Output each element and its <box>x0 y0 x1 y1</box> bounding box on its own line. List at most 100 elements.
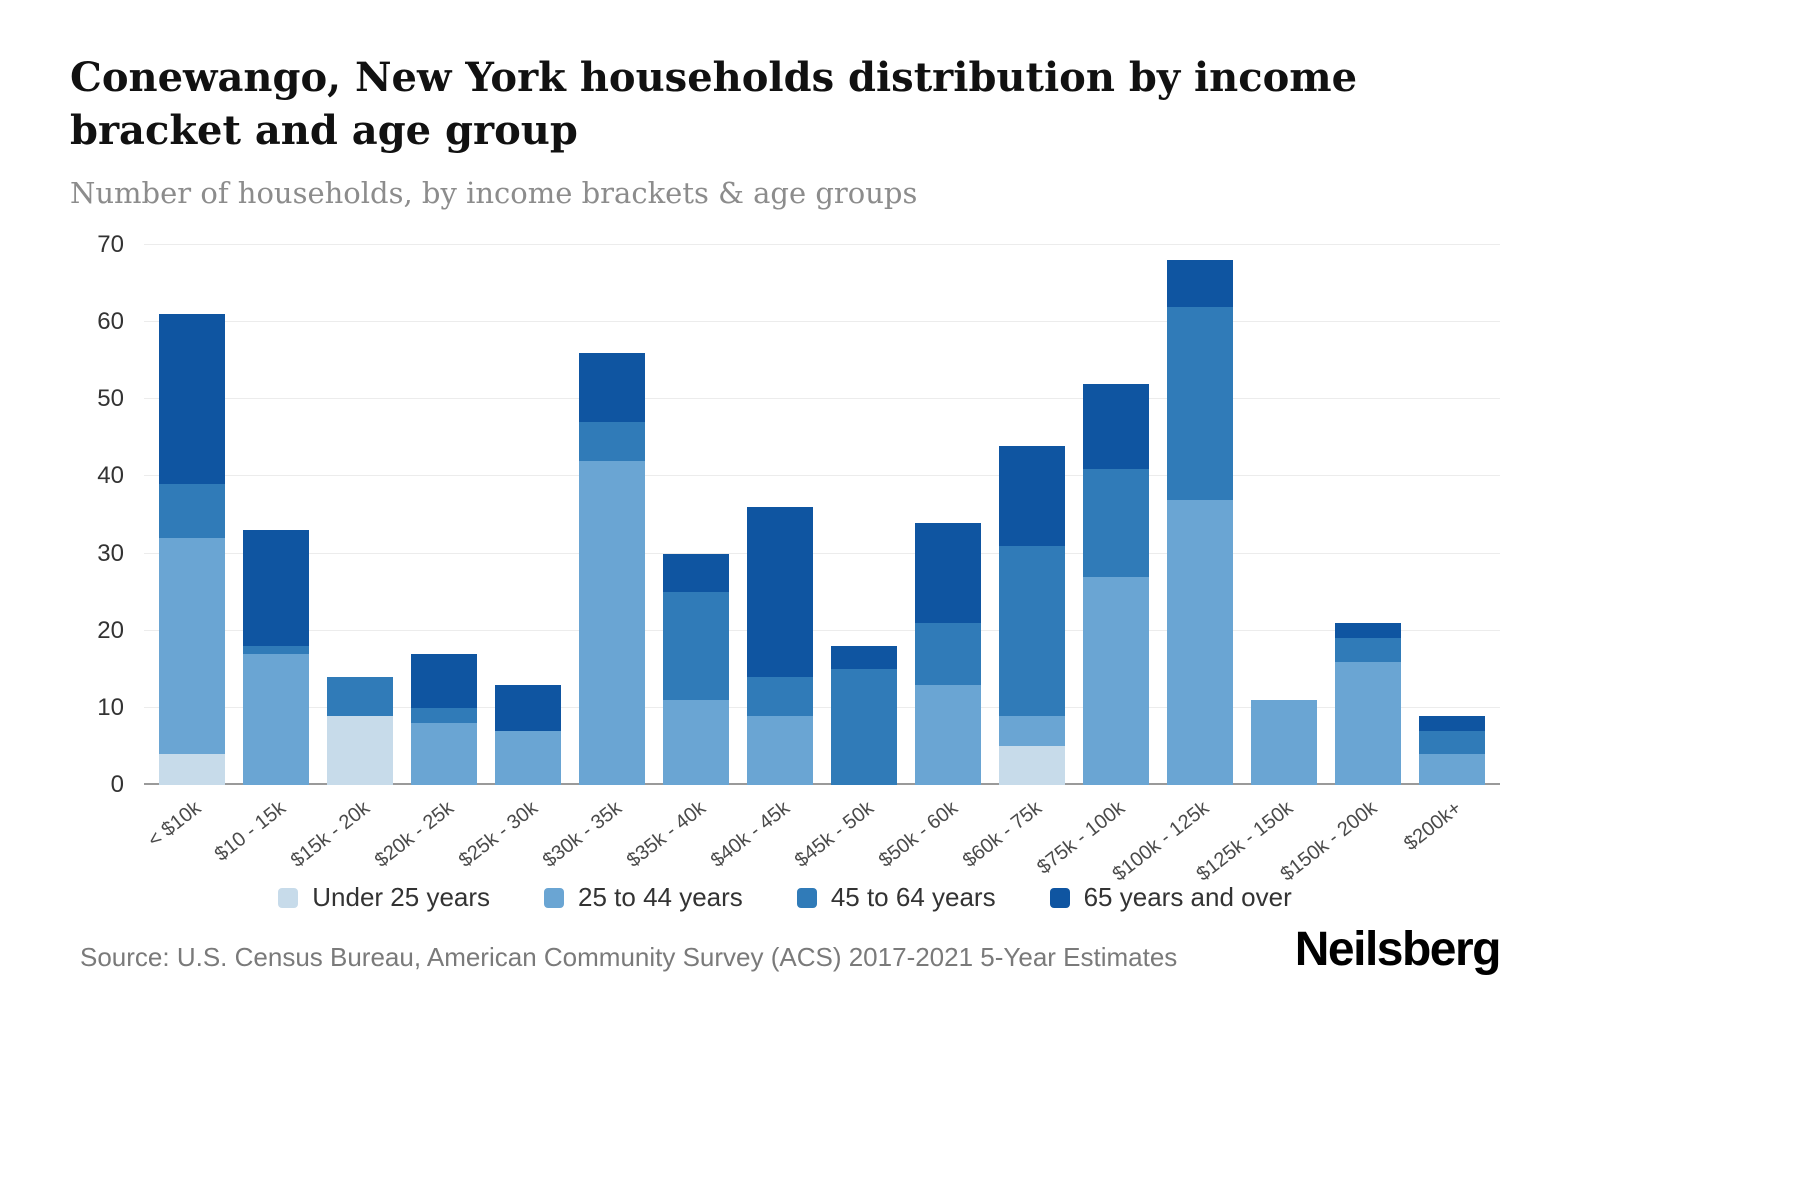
stacked-bar <box>1335 245 1401 785</box>
bar-segment[interactable] <box>915 623 981 685</box>
y-tick-label: 60 <box>97 308 124 336</box>
stacked-bar <box>1167 245 1233 785</box>
bar-segment[interactable] <box>495 684 561 731</box>
chart-title: Conewango, New York households distribut… <box>70 54 1358 154</box>
legend-swatch <box>1049 887 1070 908</box>
bar-segment[interactable] <box>495 731 561 785</box>
bar-column <box>402 245 486 785</box>
bar-segment[interactable] <box>663 553 729 593</box>
y-tick-label: 10 <box>97 693 124 721</box>
legend-item[interactable]: 25 to 44 years <box>544 882 743 913</box>
legend-swatch <box>278 887 299 908</box>
bar-segment[interactable] <box>159 314 225 485</box>
bar-segment[interactable] <box>327 715 393 785</box>
bar-segment[interactable] <box>411 707 477 724</box>
bar-segment[interactable] <box>1419 754 1485 785</box>
x-tick: $200k+ <box>1400 785 1494 875</box>
gridline <box>144 629 1500 631</box>
bar-segment[interactable] <box>1419 731 1485 755</box>
gridline <box>144 552 1500 554</box>
bar-column <box>906 245 990 785</box>
y-tick-label: 40 <box>97 462 124 490</box>
bar-segment[interactable] <box>747 677 813 716</box>
y-tick-label: 50 <box>97 385 124 413</box>
bar-column <box>654 245 738 785</box>
bar-segment[interactable] <box>1335 623 1401 639</box>
bar-segment[interactable] <box>579 422 645 461</box>
bar-segment[interactable] <box>1251 700 1317 785</box>
neilsberg-logo: Neilsberg <box>1294 923 1502 976</box>
stacked-bar <box>243 245 309 785</box>
bar-segment[interactable] <box>159 484 225 539</box>
stacked-bar <box>1419 245 1485 785</box>
bar-segment[interactable] <box>1083 576 1149 785</box>
bar-segment[interactable] <box>243 530 309 647</box>
bar-segment[interactable] <box>1083 383 1149 469</box>
bar-column <box>570 245 654 785</box>
bar-segment[interactable] <box>999 545 1065 716</box>
stacked-bar <box>747 245 813 785</box>
stacked-bar <box>159 245 225 785</box>
bar-segment[interactable] <box>1335 661 1401 785</box>
bar-segment[interactable] <box>747 715 813 785</box>
bar-segment[interactable] <box>663 592 729 701</box>
bar-segment[interactable] <box>159 754 225 785</box>
legend-label: Under 25 years <box>312 882 491 912</box>
stacked-bar <box>831 245 897 785</box>
legend-label: 25 to 44 years <box>578 882 743 912</box>
bar-column <box>1410 245 1494 785</box>
bar-segment[interactable] <box>999 445 1065 546</box>
bar-column <box>234 245 318 785</box>
bar-segment[interactable] <box>411 653 477 708</box>
legend-label: 45 to 64 years <box>830 882 996 912</box>
bar-segment[interactable] <box>831 646 897 670</box>
bar-segment[interactable] <box>411 723 477 785</box>
bar-segment[interactable] <box>663 700 729 785</box>
bar-segment[interactable] <box>579 461 645 785</box>
bar-segment[interactable] <box>1167 499 1233 785</box>
stacked-bar-chart: 0 10 20 30 40 50 60 70 < $10k $10 - 15k $15k - 20… <box>70 231 1500 886</box>
bar-column <box>1158 245 1242 785</box>
y-tick-label: 0 <box>110 771 124 798</box>
gridline <box>144 783 1500 785</box>
stacked-bar <box>1251 245 1317 785</box>
stacked-bar <box>495 245 561 785</box>
bar-segment[interactable] <box>915 684 981 785</box>
bar-segment[interactable] <box>327 677 393 716</box>
bar-column <box>1242 245 1326 785</box>
bar-segment[interactable] <box>1419 715 1485 732</box>
legend-item[interactable]: 45 to 64 years <box>796 882 996 913</box>
bar-segment[interactable] <box>159 538 225 755</box>
gridline <box>144 475 1500 477</box>
legend-item[interactable]: Under 25 years <box>278 882 490 913</box>
bar-column <box>486 245 570 785</box>
bar-segment[interactable] <box>243 646 309 654</box>
bar-segment[interactable] <box>1083 468 1149 577</box>
bar-segment[interactable] <box>915 522 981 624</box>
bar-segment[interactable] <box>747 507 813 678</box>
bar-column <box>1326 245 1410 785</box>
bar-segment[interactable] <box>579 353 645 423</box>
y-tick-label: 70 <box>97 231 124 258</box>
stacked-bar <box>579 245 645 785</box>
x-tick: $150k - 200k <box>1277 785 1410 886</box>
bar-segment[interactable] <box>1167 306 1233 500</box>
bar-segment[interactable] <box>831 669 897 785</box>
stacked-bar <box>1083 245 1149 785</box>
bar-column <box>150 245 234 785</box>
chart-subtitle: Number of households, by income brackets… <box>70 176 918 210</box>
bar-column <box>318 245 402 785</box>
y-axis: 0 10 20 30 40 50 60 70 <box>70 231 130 798</box>
stacked-bar <box>999 245 1065 785</box>
bar-segment[interactable] <box>999 715 1065 747</box>
gridline <box>144 706 1500 708</box>
legend-item[interactable]: 65 years and over <box>1049 882 1292 913</box>
bar-segment[interactable] <box>1167 260 1233 307</box>
bars-container <box>144 245 1500 785</box>
bar-column <box>822 245 906 785</box>
bar-segment[interactable] <box>243 653 309 785</box>
bar-segment[interactable] <box>999 746 1065 785</box>
bar-segment[interactable] <box>1335 638 1401 662</box>
x-axis: < $10k $10 - 15k $15k - 20k $20k - 25k $25k … <box>144 785 1500 886</box>
